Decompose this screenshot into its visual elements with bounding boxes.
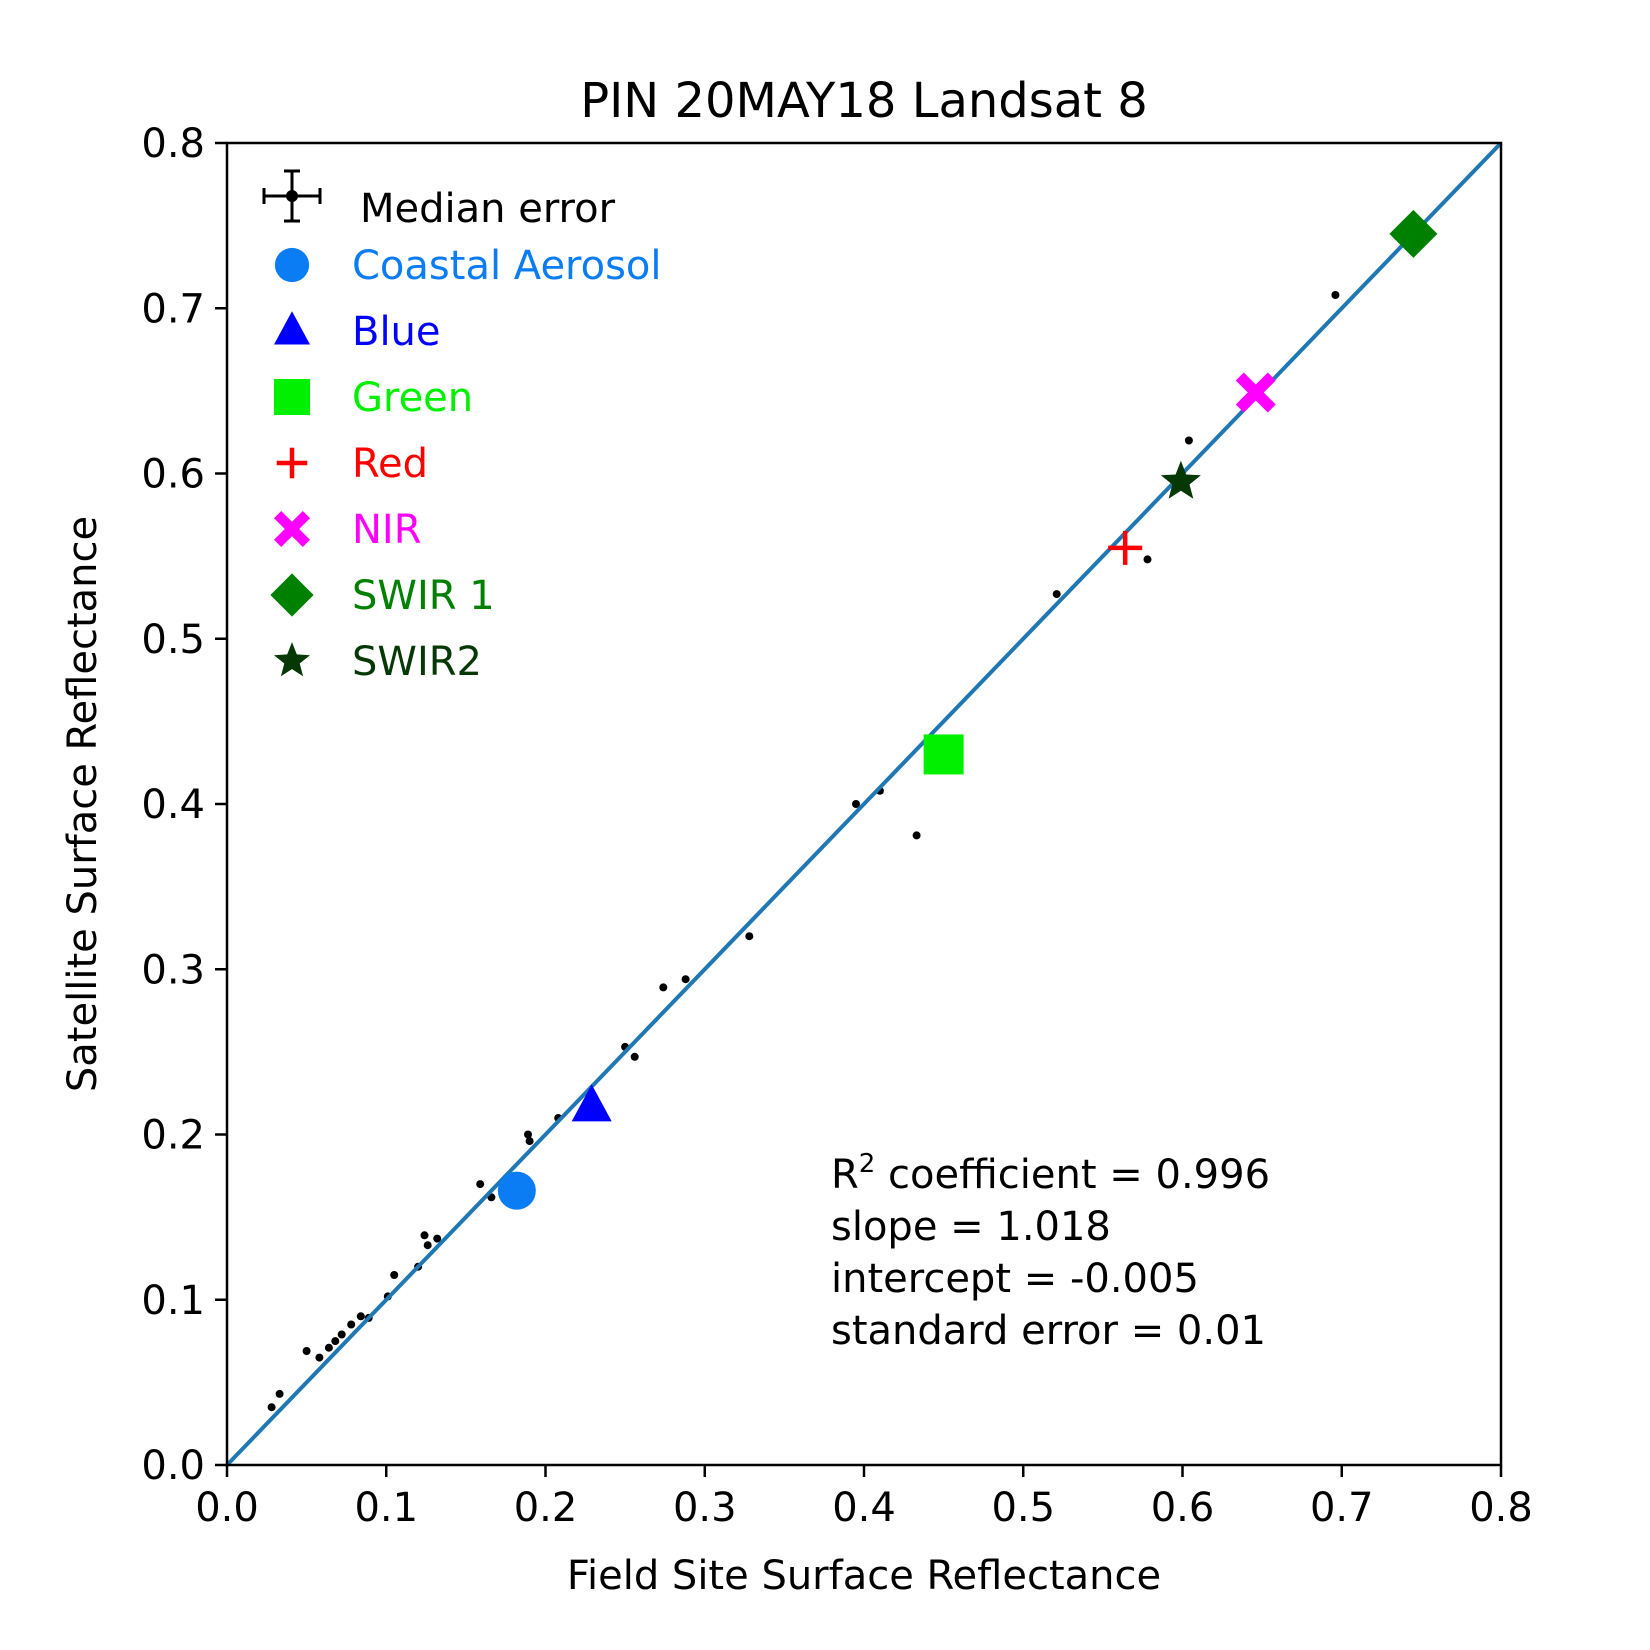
- legend-label-5: SWIR 1: [352, 573, 495, 619]
- y-tick-label-3: 0.3: [141, 947, 205, 993]
- x-tick-label-6: 0.6: [1151, 1485, 1215, 1531]
- band-marker-triangle-1: [571, 1084, 612, 1122]
- plot-content: [225, 141, 1503, 1467]
- data-point-19: [525, 1137, 534, 1146]
- y-tick-label-2: 0.2: [141, 1113, 205, 1159]
- stats-box: R2 coefficient = 0.996 slope = 1.018 int…: [831, 1149, 1270, 1354]
- data-point-26: [852, 800, 860, 808]
- data-point-2: [302, 1347, 311, 1355]
- data-point-29: [1052, 590, 1061, 599]
- legend-label-median-error: Median error: [360, 186, 616, 232]
- data-point-16: [476, 1180, 485, 1189]
- y-tick-label-5: 0.5: [141, 617, 205, 663]
- x-tick-label-4: 0.4: [832, 1485, 896, 1531]
- y-axis-label: Satellite Surface Reflectance: [60, 516, 106, 1092]
- data-point-28: [912, 831, 921, 840]
- data-point-3: [315, 1353, 324, 1362]
- data-point-24: [681, 975, 690, 984]
- y-tick-label-0: 0.0: [141, 1443, 205, 1489]
- legend-label-0: Coastal Aerosol: [352, 243, 662, 289]
- data-point-18: [524, 1130, 532, 1139]
- data-point-25: [745, 932, 754, 941]
- stats-std-error: standard error = 0.01: [831, 1308, 1266, 1354]
- x-tick-label-1: 0.1: [354, 1485, 418, 1531]
- stats-r2-sup: 2: [859, 1149, 876, 1179]
- stats-r2-value: coefficient = 0.996: [875, 1152, 1270, 1198]
- x-tick-label-8: 0.8: [1469, 1485, 1533, 1531]
- legend-marker-2: [274, 379, 310, 415]
- data-point-1: [275, 1389, 284, 1398]
- data-point-30: [1143, 555, 1152, 564]
- band-marker-star-6: [1160, 460, 1201, 499]
- legend: Median error Coastal Aerosol Blue Green Red N…: [262, 169, 662, 685]
- y-tick-label-4: 0.4: [141, 782, 205, 828]
- legend-median-error-marker: [262, 169, 322, 223]
- data-point-11: [390, 1271, 399, 1279]
- x-tick-label-2: 0.2: [514, 1485, 578, 1531]
- legend-marker-5: [270, 573, 314, 617]
- data-point-7: [347, 1320, 356, 1329]
- data-point-22: [630, 1052, 639, 1061]
- x-axis: 0.0 0.1 0.2 0.3 0.4 0.5 0.6 0.7 0.8: [195, 1465, 1533, 1531]
- data-point-5: [331, 1337, 340, 1346]
- legend-marker-1: [274, 311, 310, 345]
- data-point-32: [1331, 291, 1340, 299]
- data-point-15: [433, 1234, 442, 1243]
- y-axis: 0.0 0.1 0.2 0.3 0.4 0.5 0.6 0.7 0.8: [141, 121, 227, 1489]
- data-point-13: [420, 1231, 429, 1240]
- legend-label-1: Blue: [352, 309, 441, 355]
- legend-label-6: SWIR2: [352, 639, 482, 685]
- x-tick-label-0: 0.0: [195, 1485, 259, 1531]
- legend-marker-0: [274, 247, 310, 283]
- legend-label-4: NIR: [352, 507, 422, 553]
- data-point-4: [324, 1343, 333, 1352]
- data-point-14: [423, 1241, 432, 1250]
- x-tick-label-5: 0.5: [991, 1485, 1055, 1531]
- stats-r2: R2 coefficient = 0.996: [831, 1149, 1270, 1198]
- band-marker-plus-3: [1108, 530, 1143, 565]
- legend-label-2: Green: [352, 375, 473, 421]
- legend-marker-3: [276, 447, 308, 479]
- band-marker-square-2: [923, 734, 964, 775]
- data-point-8: [356, 1312, 365, 1321]
- data-point-31: [1184, 436, 1193, 445]
- x-axis-label: Field Site Surface Reflectance: [567, 1553, 1161, 1599]
- stats-intercept: intercept = -0.005: [831, 1256, 1199, 1302]
- data-point-0: [267, 1403, 276, 1412]
- data-point-23: [659, 983, 668, 992]
- chart-title: PIN 20MAY18 Landsat 8: [580, 73, 1148, 129]
- legend-marker-6: [274, 642, 310, 677]
- band-marker-x-4: [1235, 372, 1276, 413]
- y-tick-label-1: 0.1: [141, 1278, 205, 1324]
- band-marker-circle-0: [497, 1171, 536, 1210]
- fit-line: [225, 141, 1503, 1467]
- data-point-6: [337, 1330, 346, 1339]
- x-tick-label-7: 0.7: [1310, 1485, 1374, 1531]
- y-tick-label-6: 0.6: [141, 452, 205, 498]
- y-tick-label-8: 0.8: [141, 121, 205, 167]
- legend-label-3: Red: [352, 441, 428, 487]
- legend-marker-4: [274, 511, 310, 547]
- band-marker-diamond-5: [1389, 209, 1438, 258]
- stats-slope: slope = 1.018: [831, 1204, 1111, 1250]
- y-tick-label-7: 0.7: [141, 286, 205, 332]
- median-error-dot: [286, 190, 298, 202]
- x-tick-label-3: 0.3: [673, 1485, 737, 1531]
- stats-r2-prefix: R: [831, 1152, 859, 1198]
